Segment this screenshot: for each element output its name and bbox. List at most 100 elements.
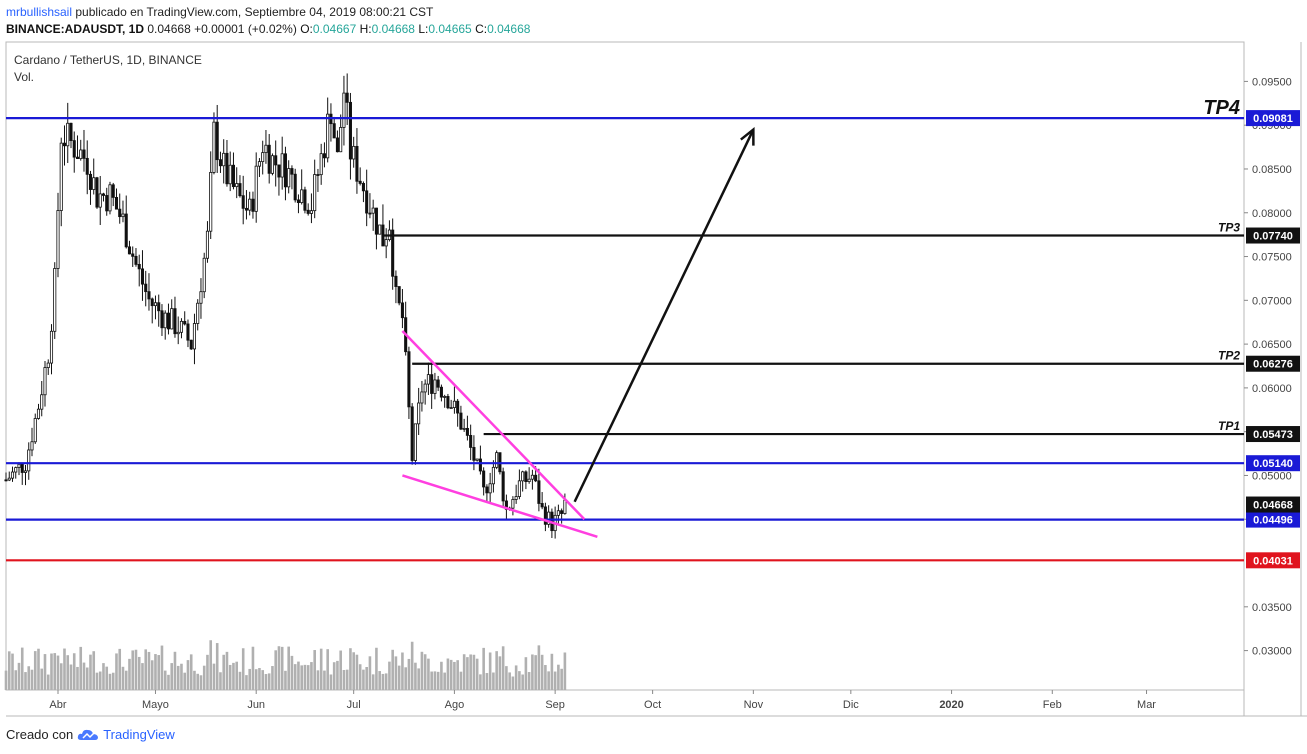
price-tag-label: 0.05140 [1253,458,1293,470]
candle-body [69,122,73,142]
time-scale-ticks[interactable]: Abr Mayo Jun Jul Ago Sep Oct Nov Dic 2020 Feb Mar [49,690,1156,711]
volume-bar [375,647,378,690]
volume-bar [98,671,102,690]
price-change: +0.00001 (+0.02%) [194,22,297,36]
volume-bar [66,655,70,690]
drawings[interactable] [401,126,755,538]
volume-bar [518,671,521,690]
volume-bar [404,667,407,690]
volume-bar [430,671,433,690]
wedge-upper-line[interactable] [401,330,586,521]
volume-bar [547,671,550,690]
volume-bar [557,664,560,690]
candle-body [23,470,28,473]
plot-area[interactable] [5,41,1245,691]
volume-bar [102,663,105,690]
volume-bar [505,666,508,690]
candle-body [62,142,67,147]
candle-body [501,471,505,502]
volume-bar [59,663,63,690]
volume-bar [550,653,554,690]
volume-bar [527,672,531,690]
candle-body [163,312,167,329]
volume-bar [30,669,34,690]
candle-body [17,463,21,468]
candle-body [147,291,151,300]
candle-body [397,286,401,304]
volume-bar [14,670,18,690]
volume-bar [76,666,79,690]
volume-bar [371,674,375,690]
author-link[interactable]: mrbullishsail [6,5,73,19]
candle-body [157,302,161,312]
last-price-tag-bg [1246,496,1300,513]
volume-bar [326,649,329,690]
volume-bar [290,655,294,690]
high-value: 0.04668 [371,22,415,36]
wedge-lower-line[interactable] [402,474,598,538]
volume-bar [313,650,316,690]
candle-body [101,193,106,196]
tradingview-link[interactable]: TradingView [103,727,175,742]
volume-bar [228,664,232,690]
volume-bar [173,651,177,690]
candle-body [144,283,148,293]
volume-bar [241,648,245,690]
candle-body [59,142,63,211]
candle-body [264,144,268,154]
volume-bar [160,645,164,690]
candle-body [449,407,453,410]
volume-bar [277,646,281,690]
volume-bar [423,654,427,690]
candle-body [319,153,323,176]
candle-body [46,362,50,368]
candle-body [261,152,265,163]
volume-bar [111,672,115,690]
volume-bar [251,646,255,690]
volume-bar [27,666,31,690]
time-tick-label: Dic [843,699,859,711]
volume-bar [462,654,466,690]
volume-bar [553,671,557,690]
volume-bar [206,654,209,690]
time-tick-label: Jun [247,699,265,711]
candle-body [43,367,47,396]
volume-bar [219,672,222,690]
volume-bar [349,648,352,690]
volume-bar [501,646,505,690]
volume-bar [420,651,424,690]
candle-body [465,427,469,436]
candle-body [352,145,356,160]
volume-bar [492,672,495,690]
candle-body [179,320,184,333]
volume-bar [154,654,157,690]
candle-body [124,213,128,248]
candle-body [209,172,213,232]
candle-body [524,471,528,482]
price-tag-bg [1246,552,1300,569]
volume-bar [495,651,498,690]
level-tag-tp1: TP1 [1218,419,1240,433]
volume-bar [388,661,391,690]
candle-body [33,418,37,443]
volume-bar [131,650,135,690]
volume-bar [482,647,485,690]
candle-body [530,474,534,480]
volume-bar [20,647,24,690]
footer: Creado con TradingView [6,727,175,742]
candle-body [170,308,174,330]
volume-bar [436,671,440,690]
volume-bar [427,658,430,690]
price-tag-label: 0.04496 [1253,515,1293,527]
candle-body [173,308,177,335]
volume-bar [199,675,203,690]
candle-body [108,184,112,212]
horizontal-levels[interactable]: TP4 TP3 TP2 TP1 [6,97,1244,562]
projection-arrow-line[interactable] [573,129,755,503]
volume-bar [82,662,86,690]
volume-bar [394,656,398,690]
candle-body [280,153,284,178]
candle-body [82,149,86,159]
time-tick-label: Feb [1043,699,1062,711]
